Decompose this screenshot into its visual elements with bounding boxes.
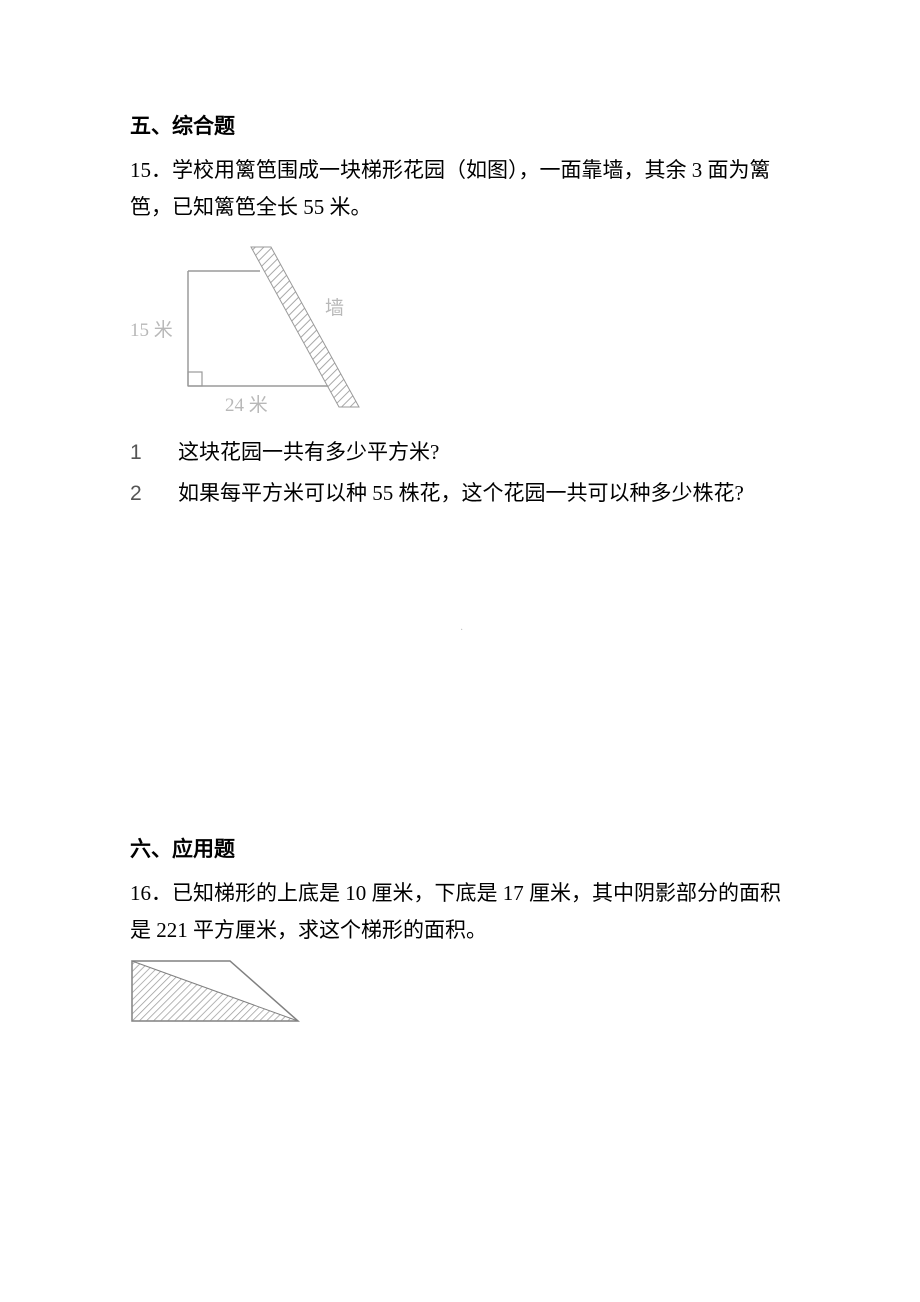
page: 五、综合题 15．学校用篱笆围成一块梯形花园（如图），一面靠墙，其余 3 面为篱… (0, 0, 920, 1302)
q15-stem: 15．学校用篱笆围成一块梯形花园（如图），一面靠墙，其余 3 面为篱笆，已知篱笆… (130, 152, 790, 226)
q15-sub1: 1 这块花园一共有多少平方米? (130, 434, 790, 472)
center-mark: · (460, 625, 463, 636)
q15-sub1-num: 1 (130, 434, 150, 472)
q15-figure: 15 米 墙 (130, 236, 790, 426)
q16-stem: 16．已知梯形的上底是 10 厘米，下底是 17 厘米，其中阴影部分的面积是 2… (130, 875, 790, 949)
q16-figure (130, 959, 790, 1029)
q15-sub1-text: 这块花园一共有多少平方米? (178, 434, 439, 472)
q15-sub2: 2 如果每平方米可以种 55 株花，这个花园一共可以种多少株花? (130, 475, 790, 513)
section6: 六、应用题 16．已知梯形的上底是 10 厘米，下底是 17 厘米，其中阴影部分… (130, 833, 790, 1029)
fig1-left-label: 15 米 (130, 319, 173, 341)
q15-subquestions: 1 这块花园一共有多少平方米? 2 如果每平方米可以种 55 株花，这个花园一共… (130, 434, 790, 514)
fig1-wall (251, 247, 359, 407)
fig1-bottom-label: 24 米 (225, 394, 268, 416)
q15-sub2-num: 2 (130, 475, 150, 513)
section5-heading: 五、综合题 (130, 110, 790, 140)
q16-svg (130, 959, 300, 1024)
q15-svg: 15 米 墙 (130, 236, 360, 421)
section6-heading: 六、应用题 (130, 833, 790, 863)
q16-shaded-triangle (132, 961, 298, 1021)
q15-sub2-text: 如果每平方米可以种 55 株花，这个花园一共可以种多少株花? (178, 475, 744, 513)
fig1-wall-label: 墙 (325, 297, 344, 319)
